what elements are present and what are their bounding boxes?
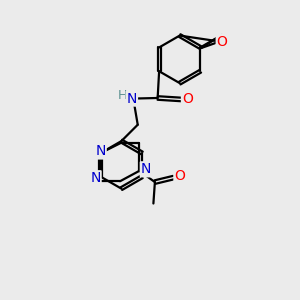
Text: O: O (217, 34, 228, 49)
Text: N: N (90, 171, 100, 185)
Text: O: O (182, 92, 193, 106)
Text: N: N (127, 92, 137, 106)
Text: O: O (174, 169, 185, 183)
Text: N: N (95, 145, 106, 158)
Text: N: N (141, 162, 151, 176)
Text: H: H (118, 89, 128, 102)
